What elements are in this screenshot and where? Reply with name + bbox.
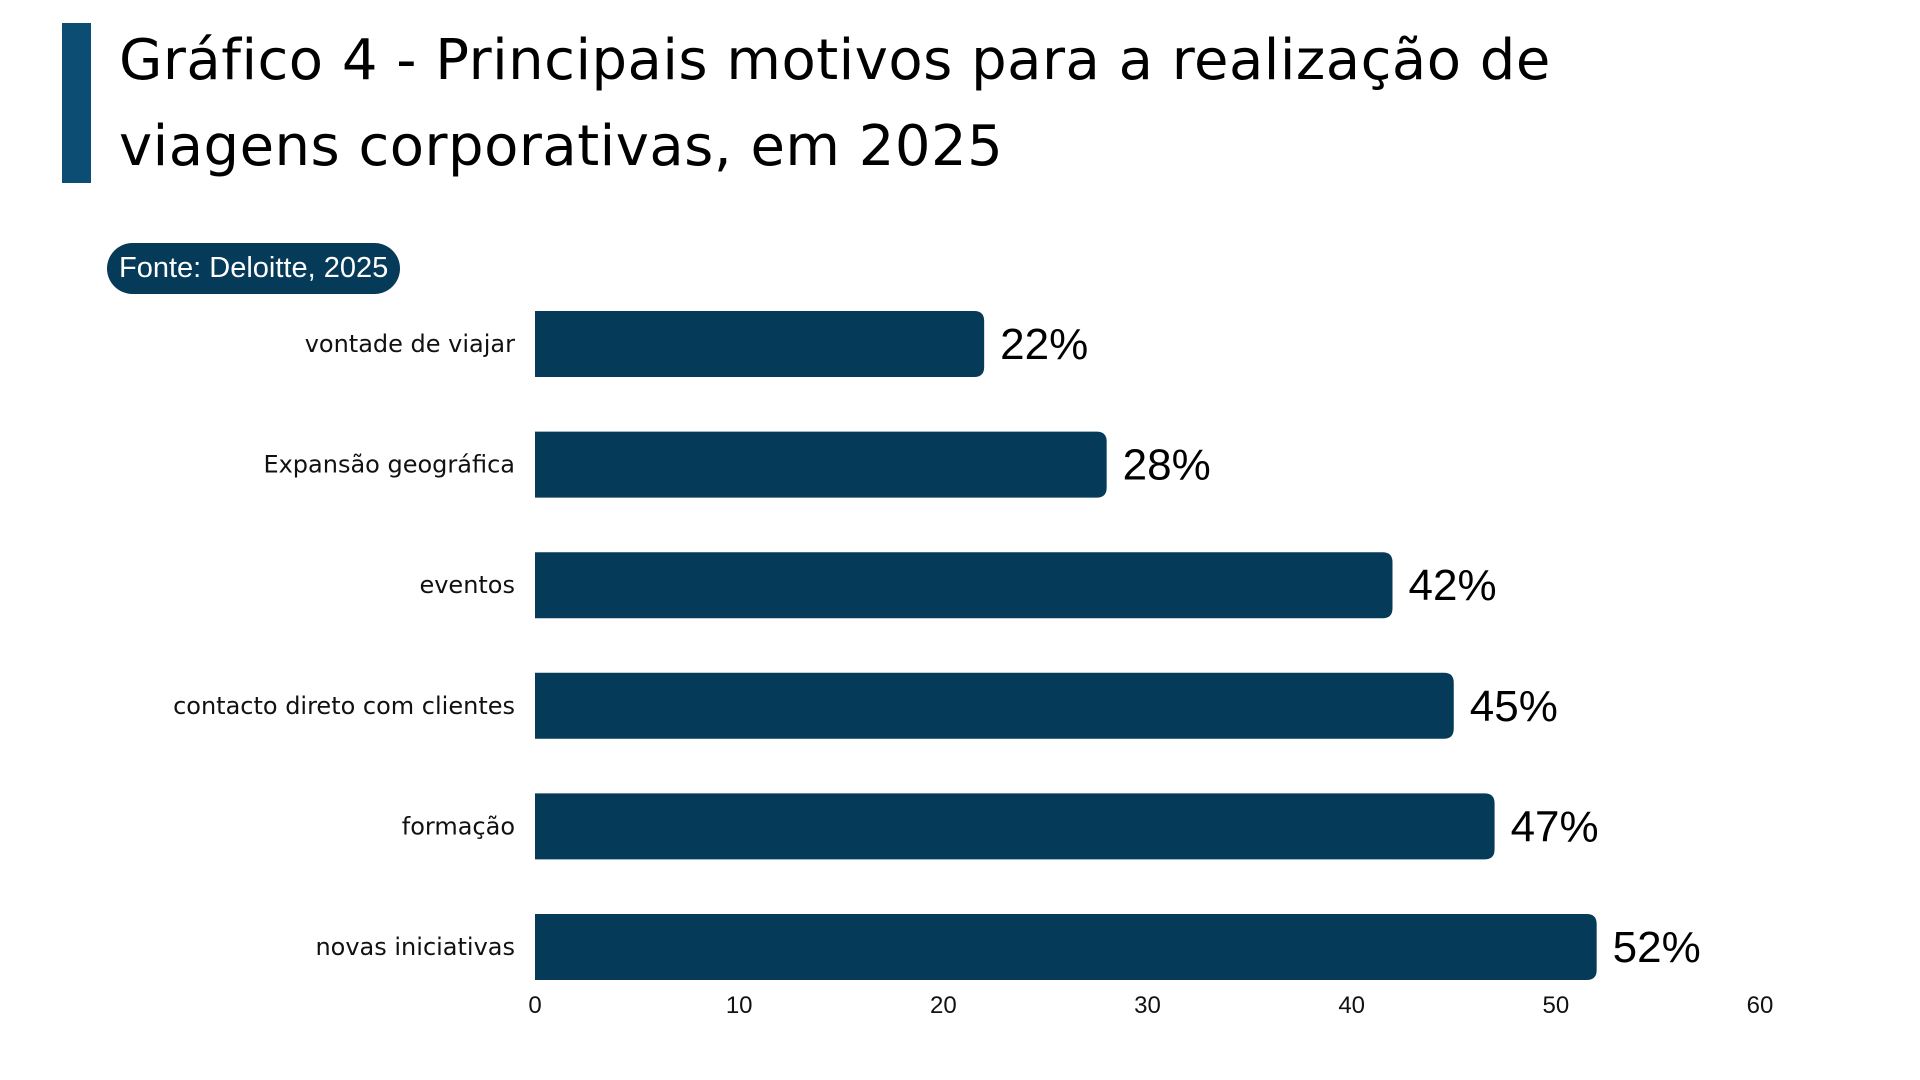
- category-label: contacto direto com clientes: [173, 692, 515, 720]
- x-tick-label: 60: [1747, 992, 1774, 1019]
- x-tick-label: 10: [726, 992, 753, 1019]
- bar: [535, 672, 1454, 739]
- bar: [535, 793, 1495, 860]
- category-label: vontade de viajar: [305, 330, 515, 358]
- bar: [535, 552, 1393, 619]
- x-tick-label: 50: [1542, 992, 1569, 1019]
- data-label: 28%: [1123, 441, 1211, 490]
- x-tick-label: 20: [930, 992, 957, 1019]
- data-label: 22%: [1000, 320, 1088, 369]
- category-label: novas iniciativas: [315, 933, 515, 961]
- x-tick-label: 40: [1338, 992, 1365, 1019]
- category-label: Expansão geográfica: [263, 451, 515, 479]
- x-tick-label: 30: [1134, 992, 1161, 1019]
- source-badge: Fonte: Deloitte, 2025: [107, 243, 401, 294]
- chart-title: Gráfico 4 - Principais motivos para a re…: [119, 18, 1819, 190]
- bar: [535, 311, 985, 377]
- category-label: formação: [402, 812, 515, 840]
- title-accent-bar: [62, 23, 91, 183]
- category-label: eventos: [419, 571, 515, 599]
- title-line-2: viagens corporativas, em 2025: [119, 114, 1004, 179]
- title-line-1: Gráfico 4 - Principais motivos para a re…: [119, 28, 1551, 93]
- bar: [535, 431, 1107, 498]
- data-label: 42%: [1409, 561, 1497, 610]
- bar: [535, 914, 1597, 980]
- data-label: 47%: [1511, 802, 1599, 851]
- data-label: 45%: [1470, 682, 1558, 731]
- x-tick-label: 0: [528, 992, 541, 1019]
- data-label: 52%: [1613, 923, 1701, 972]
